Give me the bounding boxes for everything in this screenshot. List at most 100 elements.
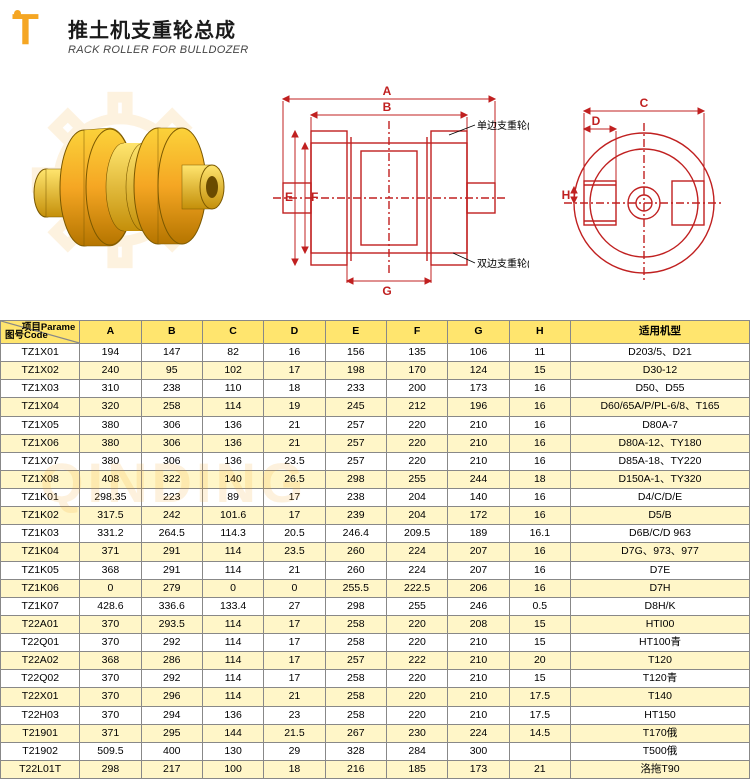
hdr-C: C [202, 321, 263, 344]
cell-model: D150A-1、TY320 [570, 470, 749, 488]
hdr-F: F [386, 321, 447, 344]
cell-D: 23.5 [264, 543, 325, 561]
cell-C: 136 [202, 452, 263, 470]
cell-G: 210 [448, 706, 509, 724]
dim-H: H [562, 188, 571, 202]
cell-code: T21902 [1, 742, 80, 760]
cell-G: 206 [448, 579, 509, 597]
cell-B: 217 [141, 760, 202, 778]
cell-B: 296 [141, 688, 202, 706]
table-row: TZ1X02240951021719817012415D30-12 [1, 362, 750, 380]
cell-C: 101.6 [202, 507, 263, 525]
cell-G: 244 [448, 470, 509, 488]
cell-model: HT150 [570, 706, 749, 724]
cell-model: T500俄 [570, 742, 749, 760]
cell-D: 29 [264, 742, 325, 760]
cell-A: 370 [80, 615, 141, 633]
cell-E: 245 [325, 398, 386, 416]
cell-B: 258 [141, 398, 202, 416]
cell-model: D7G、973、977 [570, 543, 749, 561]
cell-A: 380 [80, 434, 141, 452]
cell-G: 246 [448, 597, 509, 615]
dim-F: F [311, 190, 318, 204]
cell-F: 255 [386, 470, 447, 488]
cell-B: 306 [141, 452, 202, 470]
cell-E: 298 [325, 597, 386, 615]
cell-F: 220 [386, 706, 447, 724]
cell-model: HTI00 [570, 615, 749, 633]
cell-G: 173 [448, 760, 509, 778]
cell-model: D5/B [570, 507, 749, 525]
cell-E: 255.5 [325, 579, 386, 597]
cell-D: 18 [264, 380, 325, 398]
cell-C: 114 [202, 670, 263, 688]
hdr-E: E [325, 321, 386, 344]
cell-F: 204 [386, 507, 447, 525]
cell-A: 194 [80, 344, 141, 362]
cell-code: T22H03 [1, 706, 80, 724]
cell-model: T140 [570, 688, 749, 706]
cell-C: 130 [202, 742, 263, 760]
cell-C: 114 [202, 652, 263, 670]
cell-model: T120青 [570, 670, 749, 688]
cell-E: 198 [325, 362, 386, 380]
cell-H: 17.5 [509, 688, 570, 706]
cell-E: 328 [325, 742, 386, 760]
cell-A: 370 [80, 634, 141, 652]
cell-E: 258 [325, 615, 386, 633]
cell-D: 23.5 [264, 452, 325, 470]
cell-model: D7H [570, 579, 749, 597]
cell-F: 220 [386, 615, 447, 633]
cell-F: 220 [386, 452, 447, 470]
diagram-front-view: A B E F [249, 73, 529, 303]
cell-code: TZ1K03 [1, 525, 80, 543]
hdr-model: 适用机型 [570, 321, 749, 344]
cell-code: TZ1K06 [1, 579, 80, 597]
cell-H: 16 [509, 543, 570, 561]
cell-B: 306 [141, 434, 202, 452]
cell-D: 23 [264, 706, 325, 724]
cell-G: 106 [448, 344, 509, 362]
table-row: T22A023682861141725722221020T120 [1, 652, 750, 670]
cell-F: 224 [386, 543, 447, 561]
cell-code: T21901 [1, 724, 80, 742]
cell-D: 17 [264, 670, 325, 688]
cell-G: 210 [448, 452, 509, 470]
cell-A: 0 [80, 579, 141, 597]
cell-A: 371 [80, 543, 141, 561]
cell-D: 26.5 [264, 470, 325, 488]
note-df: 双边支重轮(DF) [477, 257, 529, 270]
table-row: T22L01T2982171001821618517321洛拖T90 [1, 760, 750, 778]
cell-E: 246.4 [325, 525, 386, 543]
table-body: TZ1X01194147821615613510611D203/5、D21TZ1… [1, 344, 750, 779]
cell-C: 114 [202, 398, 263, 416]
cell-C: 110 [202, 380, 263, 398]
cell-E: 257 [325, 416, 386, 434]
table-row: TZ1K01298.35223891723820414016D4/C/D/E [1, 489, 750, 507]
cell-C: 82 [202, 344, 263, 362]
cell-A: 310 [80, 380, 141, 398]
cell-F: 135 [386, 344, 447, 362]
title-english: RACK ROLLER FOR BULLDOZER [68, 44, 248, 56]
cell-B: 291 [141, 543, 202, 561]
cell-G: 172 [448, 507, 509, 525]
cell-F: 185 [386, 760, 447, 778]
table-row: T22Q013702921141725822021015HT100青 [1, 634, 750, 652]
cell-D: 20.5 [264, 525, 325, 543]
cell-C: 114 [202, 634, 263, 652]
title-block: 推土机支重轮总成 RACK ROLLER FOR BULLDOZER [68, 8, 248, 56]
cell-model: D30-12 [570, 362, 749, 380]
cell-G: 210 [448, 670, 509, 688]
cell-F: 220 [386, 670, 447, 688]
table-row: TZ1X0738030613623.525722021016D85A-18、TY… [1, 452, 750, 470]
cell-A: 370 [80, 688, 141, 706]
cell-G: 207 [448, 543, 509, 561]
dim-G: G [382, 284, 391, 298]
cell-H: 15 [509, 634, 570, 652]
cell-D: 17 [264, 634, 325, 652]
cell-H [509, 742, 570, 760]
cell-E: 258 [325, 706, 386, 724]
cell-E: 298 [325, 470, 386, 488]
cell-C: 102 [202, 362, 263, 380]
cell-D: 0 [264, 579, 325, 597]
